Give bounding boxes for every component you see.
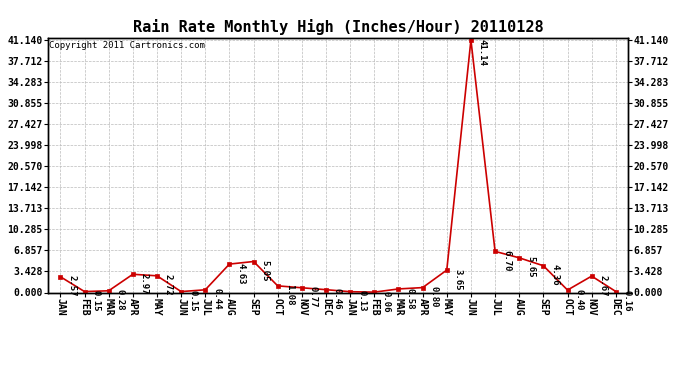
- Text: 2.72: 2.72: [164, 274, 173, 296]
- Text: 1.08: 1.08: [285, 285, 294, 306]
- Text: 0.40: 0.40: [575, 289, 584, 310]
- Text: Copyright 2011 Cartronics.com: Copyright 2011 Cartronics.com: [50, 41, 206, 50]
- Text: 0.28: 0.28: [116, 290, 125, 311]
- Text: 0.06: 0.06: [382, 291, 391, 312]
- Text: 6.70: 6.70: [502, 250, 511, 272]
- Text: 2.97: 2.97: [140, 273, 149, 294]
- Text: 41.14: 41.14: [478, 39, 487, 66]
- Text: 2.57: 2.57: [68, 275, 77, 297]
- Text: 0.44: 0.44: [213, 288, 221, 310]
- Text: 2.67: 2.67: [599, 275, 608, 296]
- Text: 0.77: 0.77: [309, 286, 318, 308]
- Title: Rain Rate Monthly High (Inches/Hour) 20110128: Rain Rate Monthly High (Inches/Hour) 201…: [132, 19, 544, 35]
- Text: 5.05: 5.05: [261, 260, 270, 282]
- Text: 5.65: 5.65: [526, 256, 535, 278]
- Text: 4.63: 4.63: [237, 263, 246, 284]
- Text: 3.65: 3.65: [454, 269, 463, 290]
- Text: 0.16: 0.16: [623, 290, 632, 312]
- Text: 0.15: 0.15: [188, 290, 197, 312]
- Text: 0.13: 0.13: [357, 290, 366, 312]
- Text: 0.58: 0.58: [406, 288, 415, 309]
- Text: 0.15: 0.15: [92, 290, 101, 312]
- Text: 0.46: 0.46: [333, 288, 342, 310]
- Text: 4.36: 4.36: [551, 264, 560, 286]
- Text: 0.80: 0.80: [430, 286, 439, 308]
